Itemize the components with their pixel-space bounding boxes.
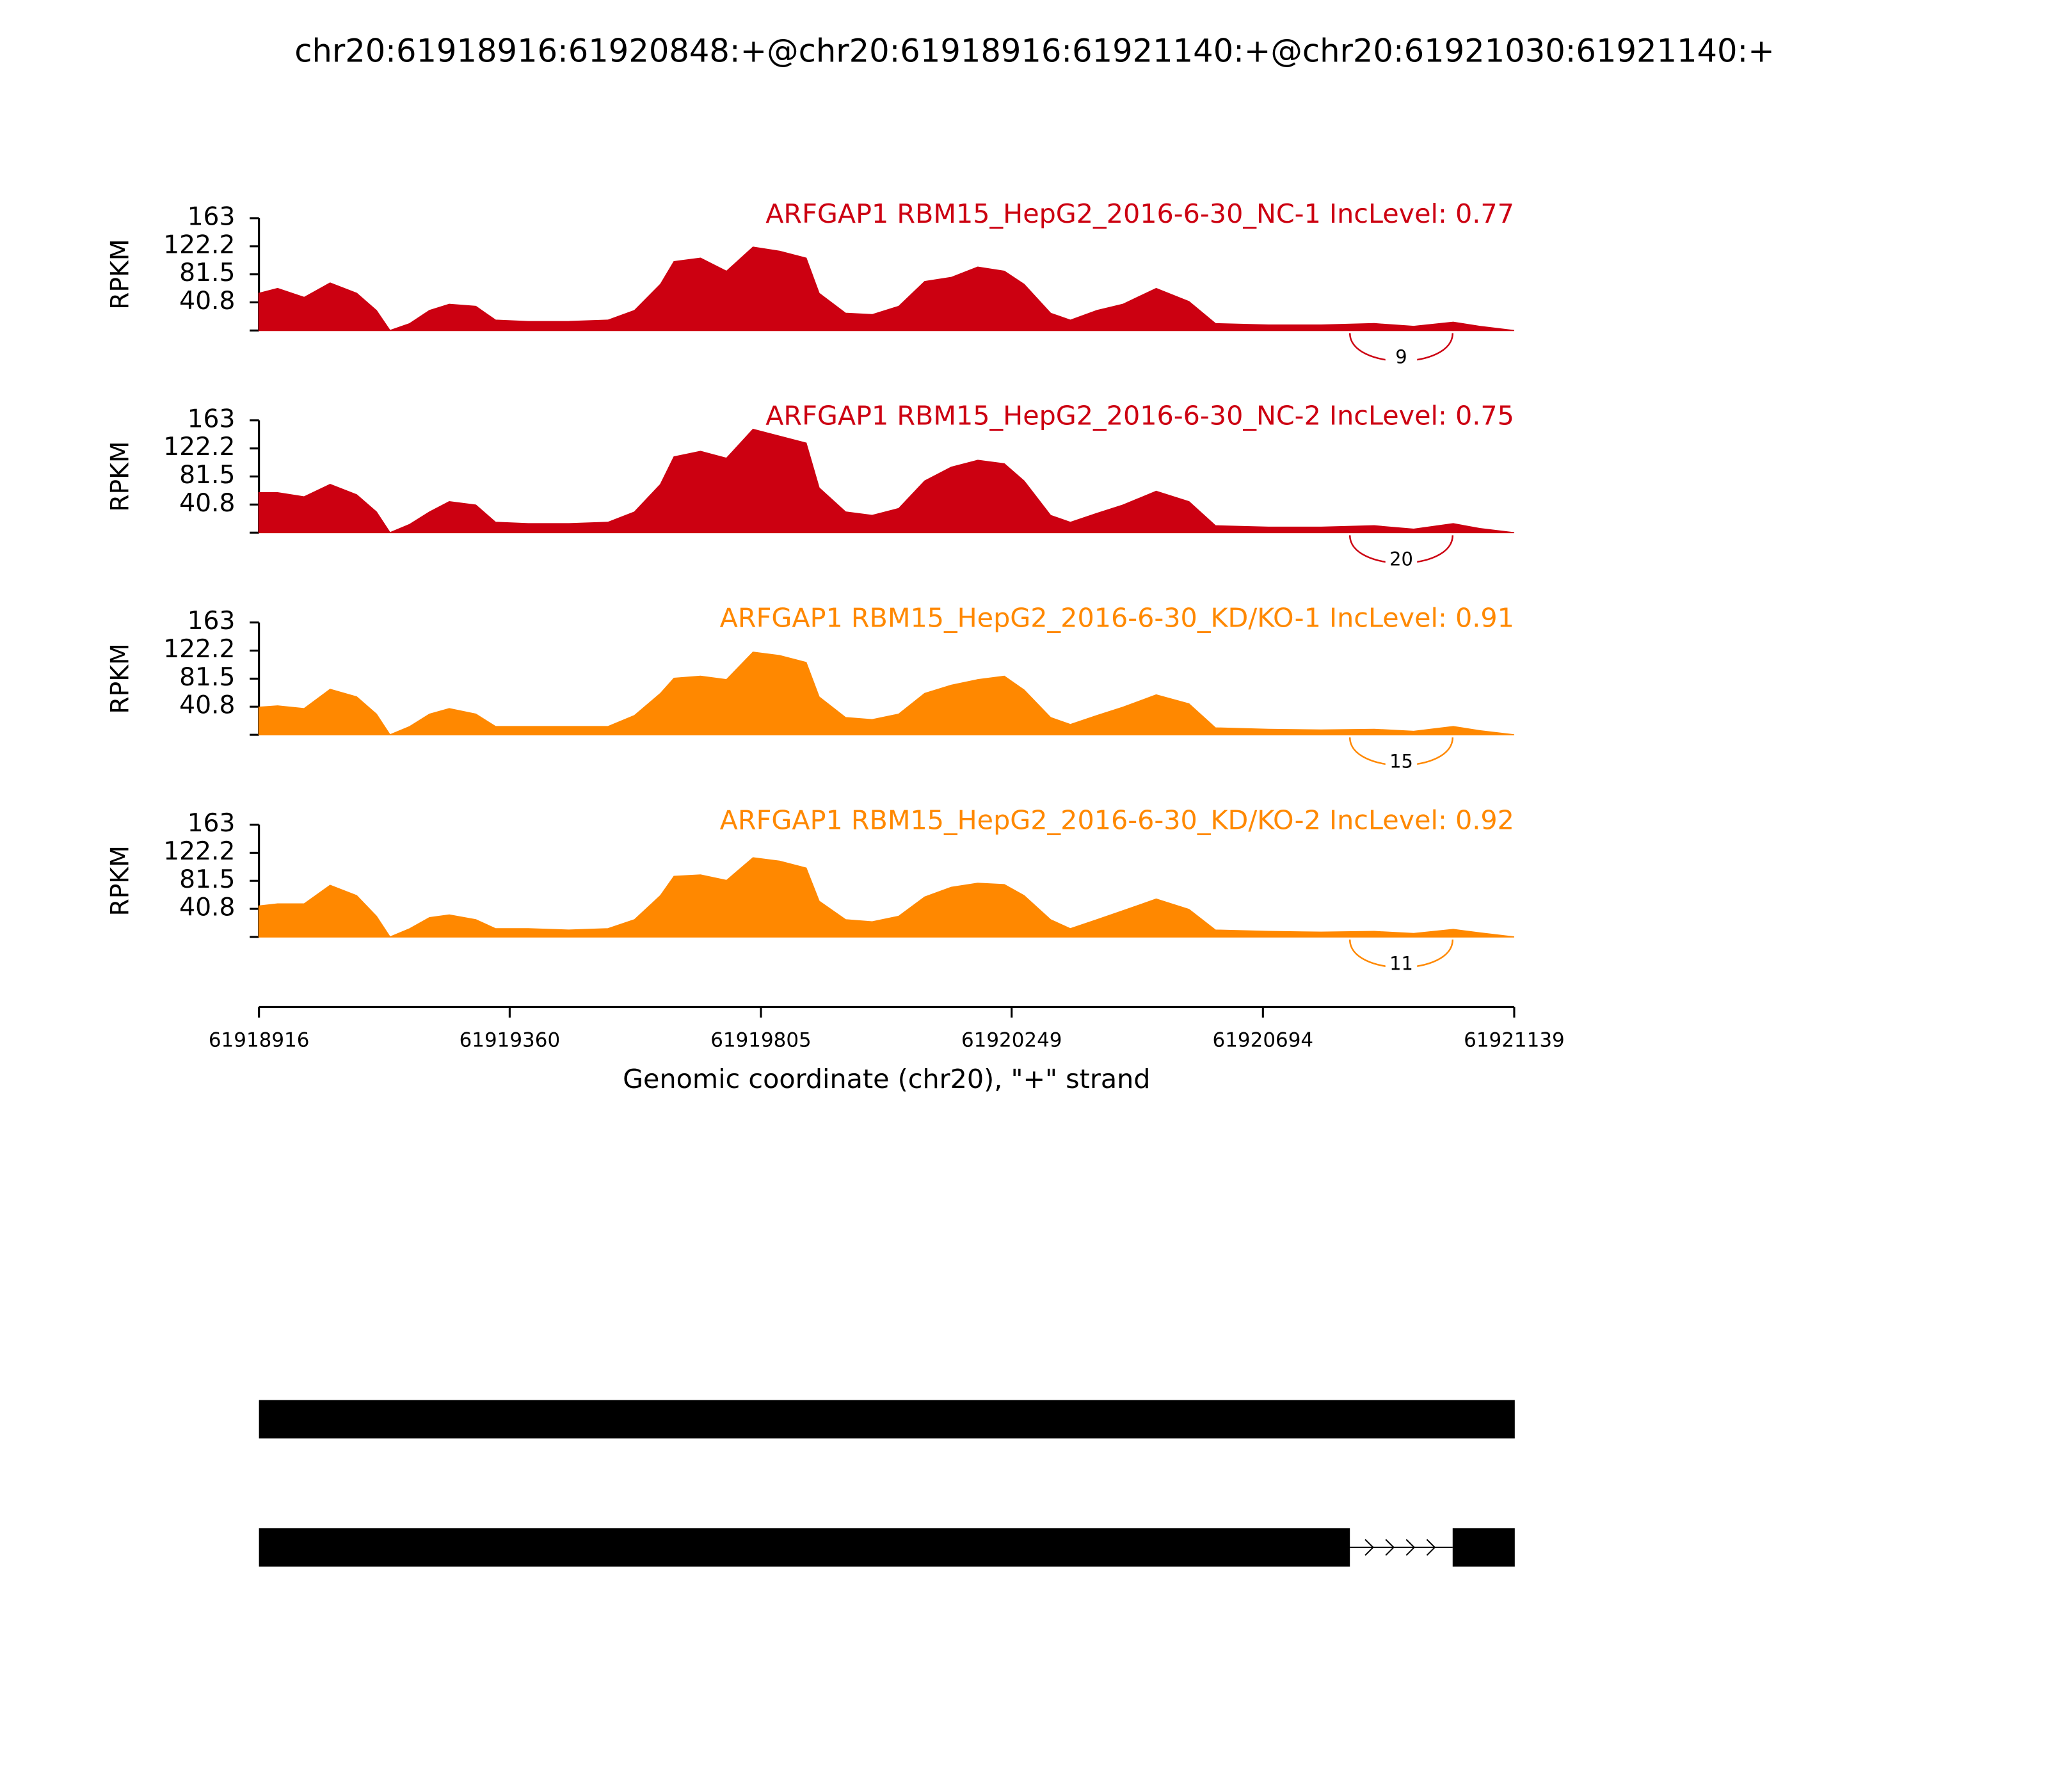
x-tick-label: 61921139 [1464,1029,1565,1052]
x-tick-label: 61920694 [1213,1029,1314,1052]
x-tick-label: 61919805 [710,1029,812,1052]
junction-label-bg [1385,952,1418,974]
strand-arrow [1364,1539,1374,1556]
y-tick-label: 81.5 [179,461,235,490]
junction-label-bg [1385,750,1418,772]
x-axis-label: Genomic coordinate (chr20), "+" strand [623,1064,1150,1094]
coverage-area [258,246,1515,332]
y-tick-label: 163 [188,202,236,231]
x-tick-label: 61919360 [460,1029,561,1052]
y-tick-label: 81.5 [179,663,235,692]
y-axis-label: RPKM [106,441,134,511]
track-title: ARFGAP1 RBM15_HepG2_2016-6-30_NC-2 IncLe… [765,401,1514,431]
junction-count: 11 [1389,952,1413,974]
strand-arrow [1405,1539,1416,1556]
junction-count: 20 [1389,548,1413,570]
plot-title: chr20:61918916:61920848:+@chr20:61918916… [294,32,1774,69]
strand-arrow [1426,1539,1436,1556]
exon [259,1400,1515,1439]
y-tick-label: 122.2 [163,635,235,664]
y-tick-label: 81.5 [179,865,235,894]
y-axis-label: RPKM [106,845,134,916]
track-title: ARFGAP1 RBM15_HepG2_2016-6-30_KD/KO-2 In… [720,804,1514,835]
y-tick-label: 40.8 [179,287,235,316]
y-tick-label: 163 [188,607,236,636]
exon [259,1528,1350,1567]
y-tick-label: 40.8 [179,489,235,518]
y-axis-label: RPKM [106,643,134,714]
y-tick-label: 81.5 [179,259,235,287]
y-tick-label: 163 [188,809,236,838]
y-tick-label: 163 [188,404,236,433]
junction-count: 15 [1389,750,1413,772]
junction-label-bg [1385,548,1418,570]
y-tick-label: 122.2 [163,433,235,461]
junction-label-bg [1385,346,1418,368]
y-axis-label: RPKM [106,239,134,309]
strand-arrow [1385,1539,1395,1556]
y-tick-label: 40.8 [179,893,235,922]
exon [1452,1528,1515,1567]
coverage-area [258,652,1515,736]
junction-count: 9 [1395,346,1407,368]
y-tick-label: 40.8 [179,691,235,720]
y-tick-label: 122.2 [163,230,235,259]
x-tick-label: 61920249 [961,1029,1062,1052]
track-title: ARFGAP1 RBM15_HepG2_2016-6-30_KD/KO-1 In… [720,603,1514,634]
coverage-area [258,857,1515,938]
track-title: ARFGAP1 RBM15_HepG2_2016-6-30_NC-1 IncLe… [765,198,1514,229]
coverage-area [258,428,1515,534]
x-tick-label: 61918916 [209,1029,310,1052]
y-tick-label: 122.2 [163,837,235,866]
